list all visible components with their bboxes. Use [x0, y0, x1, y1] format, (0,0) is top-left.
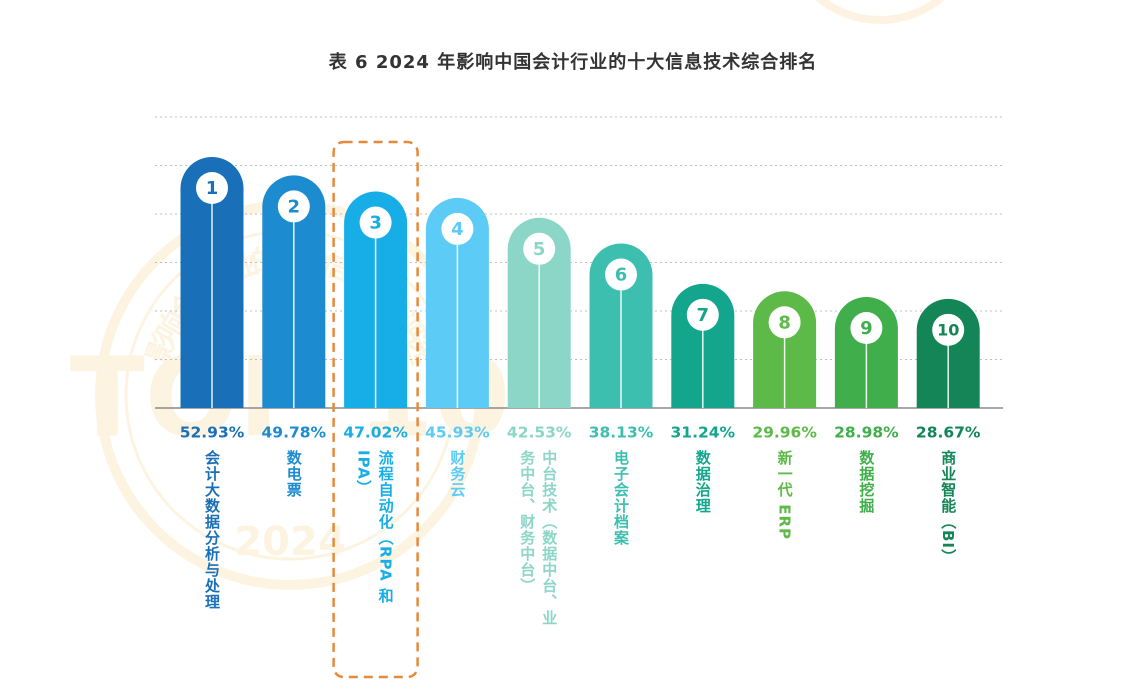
watermark-partial-ring — [815, 0, 945, 24]
value-label: 28.98% — [834, 424, 899, 442]
watermark-year-text: 2024 — [234, 519, 345, 565]
category-label: 商业智能（BI） — [939, 449, 957, 565]
bars-group: 1 2 3 4 5 6 7 8 9 10 — [180, 157, 980, 408]
rank-label: 7 — [697, 305, 710, 326]
category-label: 数电票 — [285, 449, 303, 498]
category-labels: 会计大数据分析与处理 数电票 流程自动化（RPA 和 财务云 中台技术（数据中台、业 电子… — [203, 449, 957, 626]
value-label: 29.96% — [752, 424, 817, 442]
rank-badge — [523, 232, 556, 265]
rank-label: 1 — [206, 178, 219, 199]
rank-badge — [686, 298, 719, 331]
rank-badge — [850, 312, 883, 345]
rank-label: 8 — [778, 312, 791, 333]
watermark-seal-partial — [815, 0, 945, 24]
rank-label: 9 — [860, 318, 873, 339]
value-label: 38.13% — [589, 424, 654, 442]
value-labels: 52.93% 49.78% 47.02% 45.93% 42.53% 38.13% 31.2… — [180, 424, 981, 442]
category-label: 财务云 — [448, 449, 466, 498]
rank-label: 3 — [369, 213, 382, 234]
category-label: 数据治理 — [694, 449, 712, 514]
value-label: 52.93% — [180, 424, 245, 442]
rank-label: 2 — [288, 196, 301, 217]
rank-badge — [277, 190, 310, 223]
category-label-continued: IPA） — [355, 450, 373, 496]
rank-label: 6 — [615, 265, 628, 286]
rank-badge — [196, 172, 228, 204]
rank-badge — [605, 258, 637, 291]
value-label: 31.24% — [671, 424, 736, 442]
value-label: 47.02% — [343, 424, 408, 442]
category-label: 数据挖掘 — [857, 449, 875, 514]
rank-badge — [932, 313, 965, 346]
category-label: 中台技术（数据中台、业 — [540, 449, 558, 626]
rank-badge — [441, 212, 474, 245]
category-label: 新一代 ERP — [776, 449, 794, 540]
category-label: 会计大数据分析与处理 — [203, 449, 221, 610]
highlight-box — [332, 140, 419, 679]
chart-title: 表 6 2024 年影响中国会计行业的十大信息技术综合排名 — [328, 52, 818, 73]
value-label: 28.67% — [916, 424, 981, 442]
rank-label: 10 — [937, 320, 959, 339]
rank-label: 4 — [451, 219, 464, 240]
rank-badge — [359, 206, 392, 239]
category-label-continued: 务中台、财务中台） — [518, 449, 536, 594]
value-label: 42.53% — [507, 424, 572, 442]
category-label: 流程自动化（RPA 和 — [377, 449, 395, 604]
category-label: 电子会计档案 — [612, 449, 630, 546]
rank-badge — [768, 306, 801, 339]
value-label: 49.78% — [262, 424, 327, 442]
value-label: 45.93% — [425, 424, 490, 442]
rank-label: 5 — [533, 239, 546, 260]
